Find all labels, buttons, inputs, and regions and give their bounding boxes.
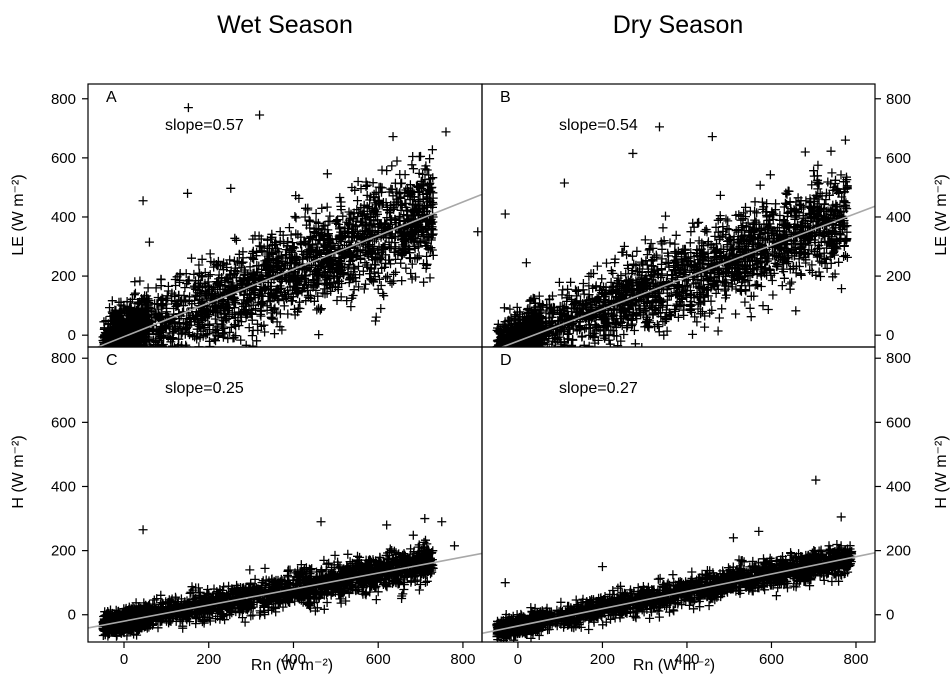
point-outlier-A-6	[138, 196, 148, 206]
point-outlier-B-3	[559, 178, 569, 188]
point-outlier-A-10	[428, 250, 438, 260]
point-outlier-C-5	[316, 517, 326, 527]
point-outlier-B-2	[628, 148, 638, 158]
ylabel-h-right: H (W m⁻²)	[933, 435, 950, 508]
point-outlier-A-2	[388, 132, 398, 142]
y-tick-label-D-200: 200	[886, 543, 911, 560]
point-cloud-A	[98, 145, 438, 347]
y-tick-label-C-400: 400	[51, 478, 76, 495]
points-B	[492, 122, 852, 347]
column-title-dry: Dry Season	[613, 11, 744, 39]
point-outlier-B-5	[840, 135, 850, 145]
y-tick-label-D-600: 600	[886, 414, 911, 431]
point-outlier-B-8	[521, 258, 531, 268]
panel-letter-A: A	[106, 89, 117, 106]
point-outlier-B-4	[800, 147, 810, 157]
point-outlier-C-4	[382, 520, 392, 530]
panel-letter-B: B	[500, 89, 511, 106]
point-outlier-A-8	[226, 183, 236, 193]
point-outlier-A-7	[183, 188, 193, 198]
slope-label-D: slope=0.27	[559, 380, 638, 397]
points-C	[98, 514, 459, 641]
y-tick-label-A-600: 600	[51, 150, 76, 167]
point-cloud-B	[492, 146, 852, 347]
point-outlier-D-2	[728, 533, 738, 543]
y-tick-label-D-0: 0	[886, 607, 894, 624]
slope-label-A: slope=0.57	[165, 117, 244, 134]
slope-label-B: slope=0.54	[559, 117, 638, 134]
x-tick-label-D-200: 200	[590, 651, 615, 668]
panel-letter-C: C	[106, 352, 118, 369]
ylabel-le-left: LE (W m⁻²)	[10, 174, 27, 255]
ylabel-h-left: H (W m⁻²)	[10, 435, 27, 508]
point-outlier-D-1	[836, 512, 846, 522]
y-tick-label-D-800: 800	[886, 350, 911, 367]
point-outlier-A-3	[441, 127, 451, 137]
x-tick-label-C-800: 800	[450, 651, 475, 668]
y-tick-label-B-600: 600	[886, 150, 911, 167]
point-outlier-D-3	[754, 526, 764, 536]
ylabel-le-right: LE (W m⁻²)	[933, 174, 950, 255]
point-outlier-D-5	[500, 578, 510, 588]
x-tick-label-C-200: 200	[196, 651, 221, 668]
panel-frame-D	[481, 346, 876, 643]
y-tick-label-C-600: 600	[51, 414, 76, 431]
regression-line-A	[95, 193, 482, 347]
x-tick-label-D-800: 800	[843, 651, 868, 668]
point-outlier-B-6	[813, 160, 823, 170]
point-cloud-C	[98, 530, 438, 641]
y-tick-label-A-0: 0	[68, 327, 76, 344]
points-A	[98, 103, 482, 347]
point-outlier-B-1	[707, 132, 717, 142]
point-outlier-B-0	[654, 122, 664, 132]
y-tick-label-D-400: 400	[886, 478, 911, 495]
point-outlier-C-1	[420, 514, 430, 524]
point-outlier-A-5	[473, 227, 482, 237]
point-outlier-A-9	[144, 237, 154, 247]
y-tick-label-B-400: 400	[886, 209, 911, 226]
point-outlier-C-3	[449, 541, 459, 551]
y-tick-label-A-200: 200	[51, 268, 76, 285]
point-outlier-D-0	[811, 475, 821, 485]
y-tick-label-B-200: 200	[886, 268, 911, 285]
point-outlier-A-0	[183, 103, 193, 113]
xlabel-wet: Rn (W m⁻²)	[251, 657, 333, 674]
y-tick-label-C-0: 0	[68, 607, 76, 624]
point-outlier-D-4	[597, 562, 607, 572]
point-outlier-A-1	[255, 110, 265, 120]
regression-line-B	[500, 205, 875, 347]
x-tick-label-C-600: 600	[366, 651, 391, 668]
point-cloud-D	[492, 540, 857, 642]
y-tick-label-C-200: 200	[51, 543, 76, 560]
regression-line-D	[482, 552, 875, 635]
x-tick-label-C-400: 400	[281, 651, 306, 668]
xlabel-dry: Rn (W m⁻²)	[633, 657, 715, 674]
x-tick-label-D-400: 400	[674, 651, 699, 668]
regression-line-C	[88, 552, 482, 629]
x-tick-label-C-0: 0	[120, 651, 128, 668]
point-outlier-A-4	[416, 151, 426, 161]
slope-label-C: slope=0.25	[165, 380, 244, 397]
y-tick-label-A-800: 800	[51, 91, 76, 108]
column-title-wet: Wet Season	[217, 11, 353, 39]
point-outlier-C-2	[437, 517, 447, 527]
x-tick-label-D-0: 0	[514, 651, 522, 668]
panel-letter-D: D	[500, 352, 512, 369]
y-tick-label-A-400: 400	[51, 209, 76, 226]
x-tick-label-D-600: 600	[759, 651, 784, 668]
point-outlier-B-7	[500, 209, 510, 219]
y-tick-label-B-0: 0	[886, 327, 894, 344]
y-tick-label-B-800: 800	[886, 91, 911, 108]
point-outlier-C-0	[138, 525, 148, 535]
y-tick-label-C-800: 800	[51, 350, 76, 367]
